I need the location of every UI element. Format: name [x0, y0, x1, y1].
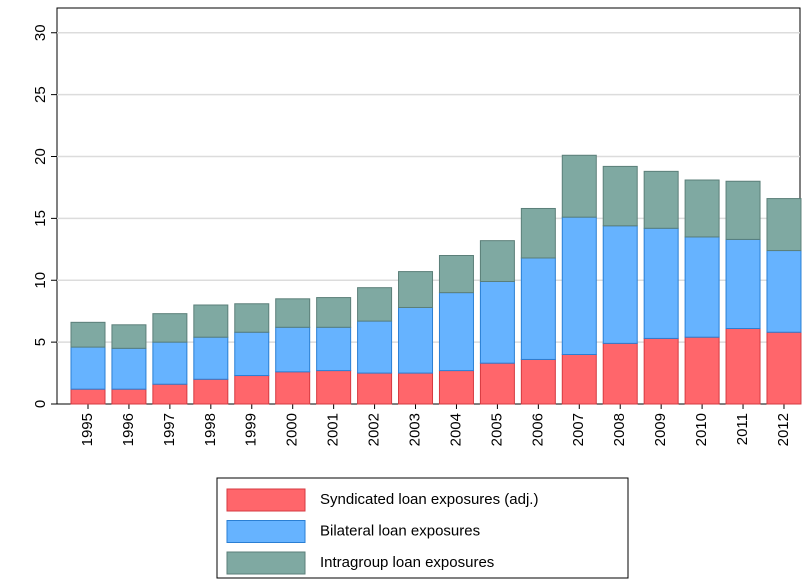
bar-segment: [275, 298, 311, 328]
bar-segment: [561, 216, 597, 355]
bar-segment: [438, 292, 474, 372]
bar-segment: [602, 165, 638, 227]
x-tick-label: 1996: [120, 413, 137, 446]
x-tick-label: 2008: [611, 413, 628, 446]
x-tick-label: 2002: [366, 413, 383, 446]
bar-segment: [70, 388, 106, 405]
legend-label: Syndicated loan exposures (adj.): [320, 491, 538, 508]
y-tick-label: 10: [32, 272, 49, 289]
x-tick-label: 2004: [447, 413, 464, 446]
y-tick-label: 30: [32, 24, 49, 41]
y-tick-label: 25: [32, 86, 49, 103]
bar-segment: [438, 370, 474, 405]
bar-segment: [234, 303, 270, 333]
bar-segment: [766, 250, 802, 333]
bar-segment: [398, 271, 434, 308]
bar-segment: [70, 346, 106, 390]
x-tick-label: 2005: [488, 413, 505, 446]
bar-segment: [520, 358, 556, 405]
bar-segment: [643, 337, 679, 405]
x-tick-label: 2010: [693, 413, 710, 446]
y-tick-label: 5: [32, 338, 49, 346]
legend-swatch: [226, 520, 306, 543]
bar-segment: [234, 331, 270, 377]
bar-segment: [357, 320, 393, 374]
bar-segment: [70, 321, 106, 348]
x-tick-label: 2007: [570, 413, 587, 446]
x-tick-label: 2009: [652, 413, 669, 446]
bar-segment: [193, 304, 229, 338]
bar-segment: [643, 170, 679, 229]
bar-segment: [684, 179, 720, 238]
bar-segment: [111, 388, 147, 405]
bar-segment: [357, 287, 393, 322]
bar-segment: [111, 324, 147, 349]
bar-segment: [152, 341, 188, 385]
x-tick-label: 1999: [243, 413, 260, 446]
bar-segment: [561, 354, 597, 405]
x-tick-label: 1997: [161, 413, 178, 446]
y-tick-label: 15: [32, 210, 49, 227]
bar-segment: [152, 383, 188, 405]
legend-label: Intragroup loan exposures: [320, 554, 494, 571]
y-tick-label: 20: [32, 148, 49, 165]
bar-segment: [193, 378, 229, 405]
bar-segment: [561, 154, 597, 218]
bar-segment: [111, 347, 147, 390]
x-tick-label: 2000: [284, 413, 301, 446]
legend-swatch: [226, 551, 306, 575]
bar-segment: [275, 371, 311, 405]
bar-segment: [643, 227, 679, 339]
bar-segment: [520, 207, 556, 259]
bar-segment: [479, 280, 515, 364]
x-tick-label: 2003: [406, 413, 423, 446]
x-tick-label: 2001: [325, 413, 342, 446]
y-tick-label: 0: [32, 400, 49, 408]
x-tick-label: 1995: [79, 413, 96, 446]
bar-segment: [438, 255, 474, 294]
bar-segment: [193, 336, 229, 380]
bar-segment: [479, 362, 515, 405]
x-tick-label: 2006: [529, 413, 546, 446]
bar-segment: [316, 370, 352, 405]
bar-segment: [357, 372, 393, 405]
bar-segment: [316, 297, 352, 328]
x-tick-label: 2011: [734, 413, 751, 445]
bar-segment: [725, 180, 761, 240]
bar-segment: [725, 328, 761, 405]
bar-segment: [520, 257, 556, 360]
bar-segment: [479, 240, 515, 282]
legend-swatch: [226, 488, 306, 512]
legend-label: Bilateral loan exposures: [320, 522, 480, 539]
x-tick-label: 2012: [775, 413, 792, 446]
bar-segment: [234, 375, 270, 405]
x-tick-label: 1998: [202, 413, 219, 446]
bar-segment: [766, 198, 802, 252]
bar-segment: [684, 236, 720, 338]
bar-segment: [316, 326, 352, 372]
bar-segment: [602, 342, 638, 405]
bar-segment: [398, 372, 434, 405]
bar-segment: [684, 336, 720, 405]
bar-segment: [725, 238, 761, 330]
bar-segment: [766, 331, 802, 405]
bar-segment: [152, 313, 188, 343]
bar-segment: [602, 225, 638, 344]
bar-segment: [398, 306, 434, 374]
bar-segment: [275, 326, 311, 373]
